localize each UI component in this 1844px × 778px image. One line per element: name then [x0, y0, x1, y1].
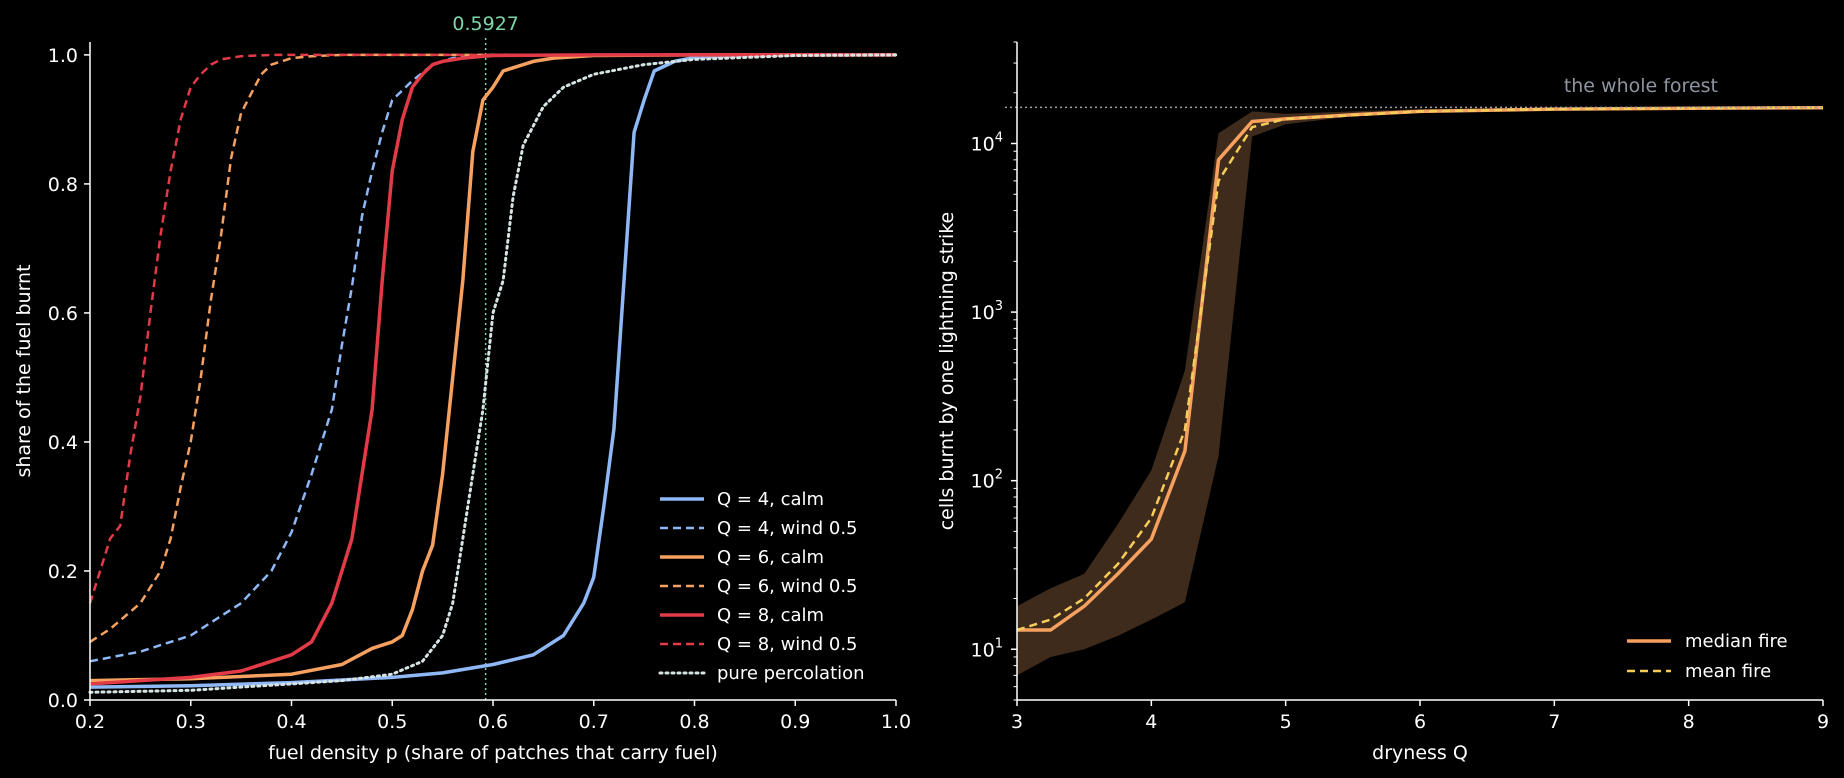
legend-label-q8-calm: Q = 8, calm	[717, 605, 824, 626]
y-tick-label: 0.8	[48, 174, 78, 196]
series-line-1	[1016, 106, 1824, 632]
legend-label-q8-wind: Q = 8, wind 0.5	[717, 634, 858, 655]
series-lines	[88, 53, 898, 694]
series-line-5	[88, 53, 896, 604]
series-line-6	[88, 53, 898, 694]
x-tick-label: 4	[1145, 711, 1157, 733]
legend-label-percolation: pure percolation	[717, 663, 865, 684]
y-tick-label: 101	[971, 636, 1003, 661]
x-axis-label: fuel density p (share of patches that ca…	[268, 742, 718, 764]
y-tick-label: 1.0	[48, 45, 78, 67]
x-tick-label: 0.2	[75, 711, 105, 733]
threshold-marker: 0.5927	[452, 13, 519, 700]
x-tick-label: 7	[1548, 711, 1560, 733]
y-tick-label: 103	[971, 299, 1003, 324]
legend-label-q4-wind: Q = 4, wind 0.5	[717, 518, 858, 539]
axes: 0.2 0.3 0.4 0.5 0.6 0.7 0.8 0.9 1.0 0.00.20.40.6…	[48, 42, 911, 733]
x-tick-label: 0.6	[478, 711, 508, 733]
x-tick-label: 0.7	[579, 711, 609, 733]
y-ticks: 0.0 0.2 0.4 0.6 0.8 1.0	[48, 45, 90, 712]
legend-label-mean: mean fire	[1685, 661, 1771, 682]
legend: Q = 4, calm Q = 4, wind 0.5 Q = 6, calm …	[658, 489, 865, 684]
series-lines	[1016, 105, 1824, 632]
y-tick-label: 104	[971, 130, 1003, 155]
x-tick-label: 0.3	[176, 711, 206, 733]
x-tick-label: 5	[1280, 711, 1292, 733]
series-line-3	[89, 53, 896, 643]
x-axis-label: dryness Q	[1372, 742, 1468, 764]
legend-label-q6-wind: Q = 6, wind 0.5	[717, 576, 858, 597]
y-tick-label: 0.2	[48, 561, 78, 583]
x-tick-label: 9	[1817, 711, 1829, 733]
legend-label-q4-calm: Q = 4, calm	[717, 489, 824, 510]
y-ticks: 101 102 103 104	[971, 41, 1017, 701]
y-axis-label: share of the fuel burnt	[13, 264, 35, 477]
threshold-label: 0.5927	[452, 13, 518, 35]
x-tick-label: 0.8	[679, 711, 709, 733]
x-ticks: 3 4 5 6 7 8 9	[1011, 700, 1829, 733]
x-tick-label: 0.4	[276, 711, 306, 733]
fire-size-band	[1017, 107, 1823, 676]
y-axis-label: cells burnt by one lightning strike	[936, 212, 958, 531]
y-tick-label: 102	[971, 468, 1003, 493]
series-line-4	[89, 53, 896, 686]
legend-label-median: median fire	[1685, 631, 1788, 652]
x-ticks: 0.2 0.3 0.4 0.5 0.6 0.7 0.8 0.9 1.0	[75, 700, 911, 733]
series-line-2	[89, 53, 896, 683]
y-tick-label: 0.4	[48, 432, 78, 454]
dryness-chart: the whole forest 3 4 5 6 7 8 9 101 102 103 104 dr…	[936, 41, 1829, 764]
y-tick-label: 0.0	[48, 690, 78, 712]
legend: median fire mean fire	[1627, 631, 1788, 682]
x-tick-label: 0.9	[780, 711, 810, 733]
x-tick-label: 3	[1011, 711, 1023, 733]
y-tick-label: 0.6	[48, 303, 78, 325]
fuel-density-chart: 0.5927 0.2 0.3 0.4 0.5 0.6 0.7 0.8 0.9 1.0 0.00.…	[13, 13, 911, 764]
legend-label-q6-calm: Q = 6, calm	[717, 547, 824, 568]
series-line-0	[89, 53, 896, 689]
axes: 3 4 5 6 7 8 9 101 102 103 104	[971, 41, 1829, 733]
x-tick-label: 1.0	[881, 711, 911, 733]
series-line-0	[1017, 105, 1824, 632]
x-tick-label: 0.5	[377, 711, 407, 733]
whole-forest-label: the whole forest	[1564, 75, 1718, 97]
x-tick-label: 8	[1683, 711, 1695, 733]
x-tick-label: 6	[1414, 711, 1426, 733]
